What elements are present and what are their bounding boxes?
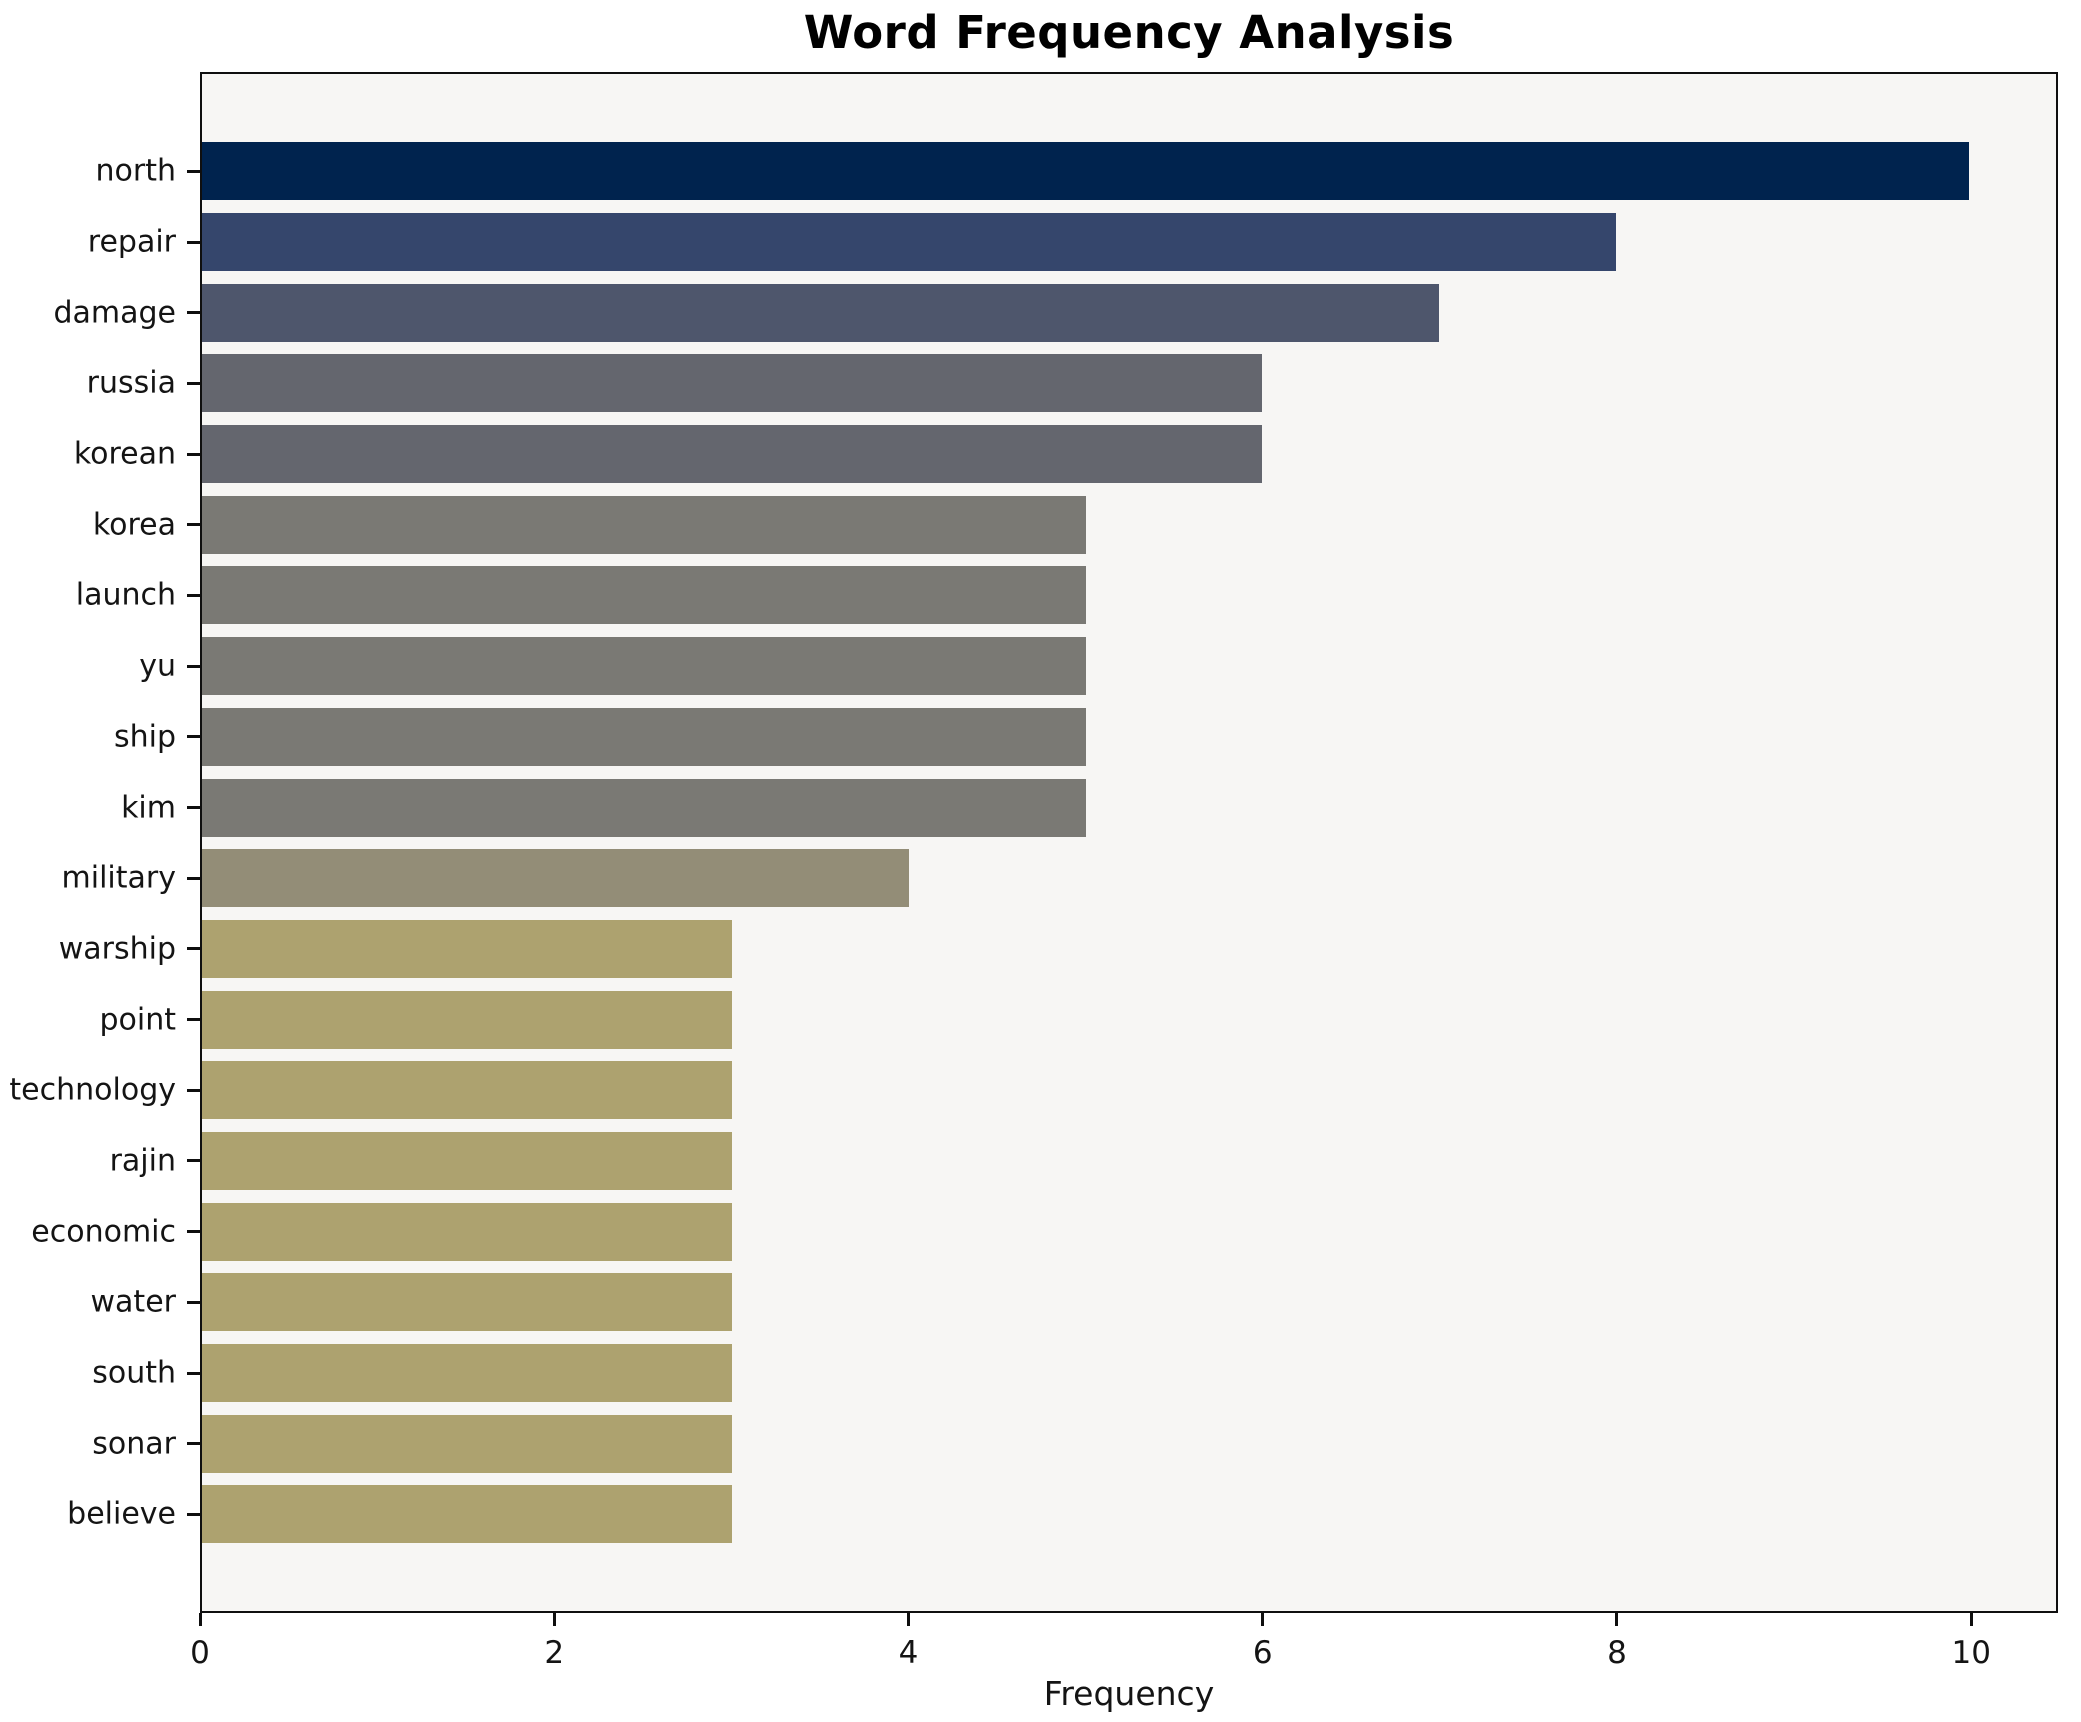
bar-row: korean	[74, 419, 2056, 490]
bar-row: damage	[53, 277, 2056, 348]
y-tick-mark	[187, 523, 200, 527]
bar-row: rajin	[110, 1126, 2056, 1197]
y-tick-mark	[187, 735, 200, 739]
bar-row: kim	[121, 772, 2056, 843]
y-tick-label: water	[90, 1284, 176, 1320]
bar-military	[202, 849, 909, 908]
y-tick-label: launch	[75, 577, 176, 613]
bar-row: economic	[31, 1196, 2056, 1267]
bar-row: repair	[88, 207, 2056, 278]
y-tick-label: military	[61, 860, 176, 896]
bars-container: north repair damage russia korean korea launch…	[9, 74, 2056, 1611]
x-tick-mark	[906, 1613, 910, 1626]
x-tick-mark	[1969, 1613, 1973, 1626]
bar-row: yu	[139, 631, 2056, 702]
y-tick-mark	[187, 381, 200, 385]
y-tick-mark	[187, 806, 200, 810]
bar-damage	[202, 283, 1440, 342]
y-tick-mark	[187, 1300, 200, 1304]
plot-area: north repair damage russia korean korea launch…	[9, 72, 2058, 1613]
x-tick-mark	[1261, 1613, 1265, 1626]
bar-row: warship	[59, 914, 2056, 985]
bar-korean	[202, 425, 1263, 484]
y-tick-mark	[187, 1442, 200, 1446]
y-tick-label: north	[95, 153, 176, 189]
y-tick-label: damage	[53, 295, 176, 331]
y-tick-label: korea	[92, 507, 176, 543]
bar-row: north	[96, 136, 2056, 207]
bar-believe	[202, 1485, 733, 1544]
y-tick-mark	[187, 664, 200, 668]
y-tick-label: sonar	[92, 1426, 176, 1462]
x-tick-label: 0	[190, 1635, 210, 1671]
chart-title: Word Frequency Analysis	[803, 6, 1455, 59]
x-tick-mark	[1615, 1613, 1619, 1626]
bar-yu	[202, 637, 1086, 696]
bar-row: point	[99, 984, 2056, 1055]
bar-repair	[202, 213, 1616, 272]
bar-sonar	[202, 1414, 733, 1473]
bar-row: russia	[87, 348, 2056, 419]
bar-row: water	[91, 1267, 2056, 1338]
y-tick-mark	[187, 947, 200, 951]
bar-ship	[202, 707, 1086, 766]
bar-row: military	[62, 843, 2056, 914]
y-tick-label: rajin	[109, 1143, 176, 1179]
y-tick-label: south	[92, 1355, 176, 1391]
y-tick-label: warship	[58, 931, 176, 967]
y-tick-label: korean	[73, 436, 176, 472]
y-tick-mark	[187, 1230, 200, 1234]
x-tick-mark	[198, 1613, 202, 1626]
bar-technology	[202, 1061, 733, 1120]
y-tick-label: yu	[139, 648, 176, 684]
y-tick-mark	[187, 452, 200, 456]
bar-economic	[202, 1202, 733, 1261]
y-tick-label: technology	[9, 1072, 176, 1108]
bar-north	[202, 142, 1970, 201]
x-tick-label: 2	[544, 1635, 565, 1671]
y-tick-mark	[187, 1159, 200, 1163]
x-tick-label: 10	[1951, 1635, 1991, 1671]
x-tick-label: 8	[1607, 1635, 1627, 1671]
y-tick-label: point	[99, 1002, 176, 1038]
y-tick-label: kim	[121, 790, 176, 826]
bar-kim	[202, 778, 1086, 837]
bar-row: believe	[67, 1479, 2056, 1550]
bar-row: launch	[76, 560, 2056, 631]
x-tick-label: 6	[1252, 1635, 1273, 1671]
bar-russia	[202, 354, 1263, 413]
y-tick-mark	[187, 311, 200, 315]
bar-south	[202, 1344, 733, 1403]
x-tick-mark	[552, 1613, 556, 1626]
bar-point	[202, 990, 733, 1049]
y-tick-label: russia	[86, 365, 176, 401]
x-axis-label: Frequency	[1043, 1674, 1215, 1713]
y-tick-mark	[187, 1371, 200, 1375]
bar-row: sonar	[92, 1408, 2056, 1479]
y-tick-label: ship	[113, 719, 176, 755]
bar-row: technology	[9, 1055, 2056, 1126]
y-tick-mark	[187, 1512, 200, 1516]
y-tick-label: economic	[31, 1214, 176, 1250]
y-tick-mark	[187, 876, 200, 880]
bar-row: ship	[114, 702, 2056, 773]
bar-rajin	[202, 1131, 733, 1190]
y-tick-mark	[187, 593, 200, 597]
x-tick-label: 4	[898, 1635, 919, 1671]
y-tick-mark	[187, 240, 200, 244]
bar-row: korea	[93, 489, 2056, 560]
bar-row: south	[92, 1338, 2056, 1409]
x-axis: 0 2 4 6 8 10	[190, 1613, 2058, 1693]
y-tick-mark	[187, 1088, 200, 1092]
bar-launch	[202, 566, 1086, 625]
bar-water	[202, 1273, 733, 1332]
bar-warship	[202, 919, 733, 978]
y-tick-label: repair	[87, 224, 176, 260]
y-tick-label: believe	[67, 1496, 176, 1532]
y-tick-mark	[187, 1018, 200, 1022]
y-tick-mark	[187, 169, 200, 173]
bar-korea	[202, 495, 1086, 554]
